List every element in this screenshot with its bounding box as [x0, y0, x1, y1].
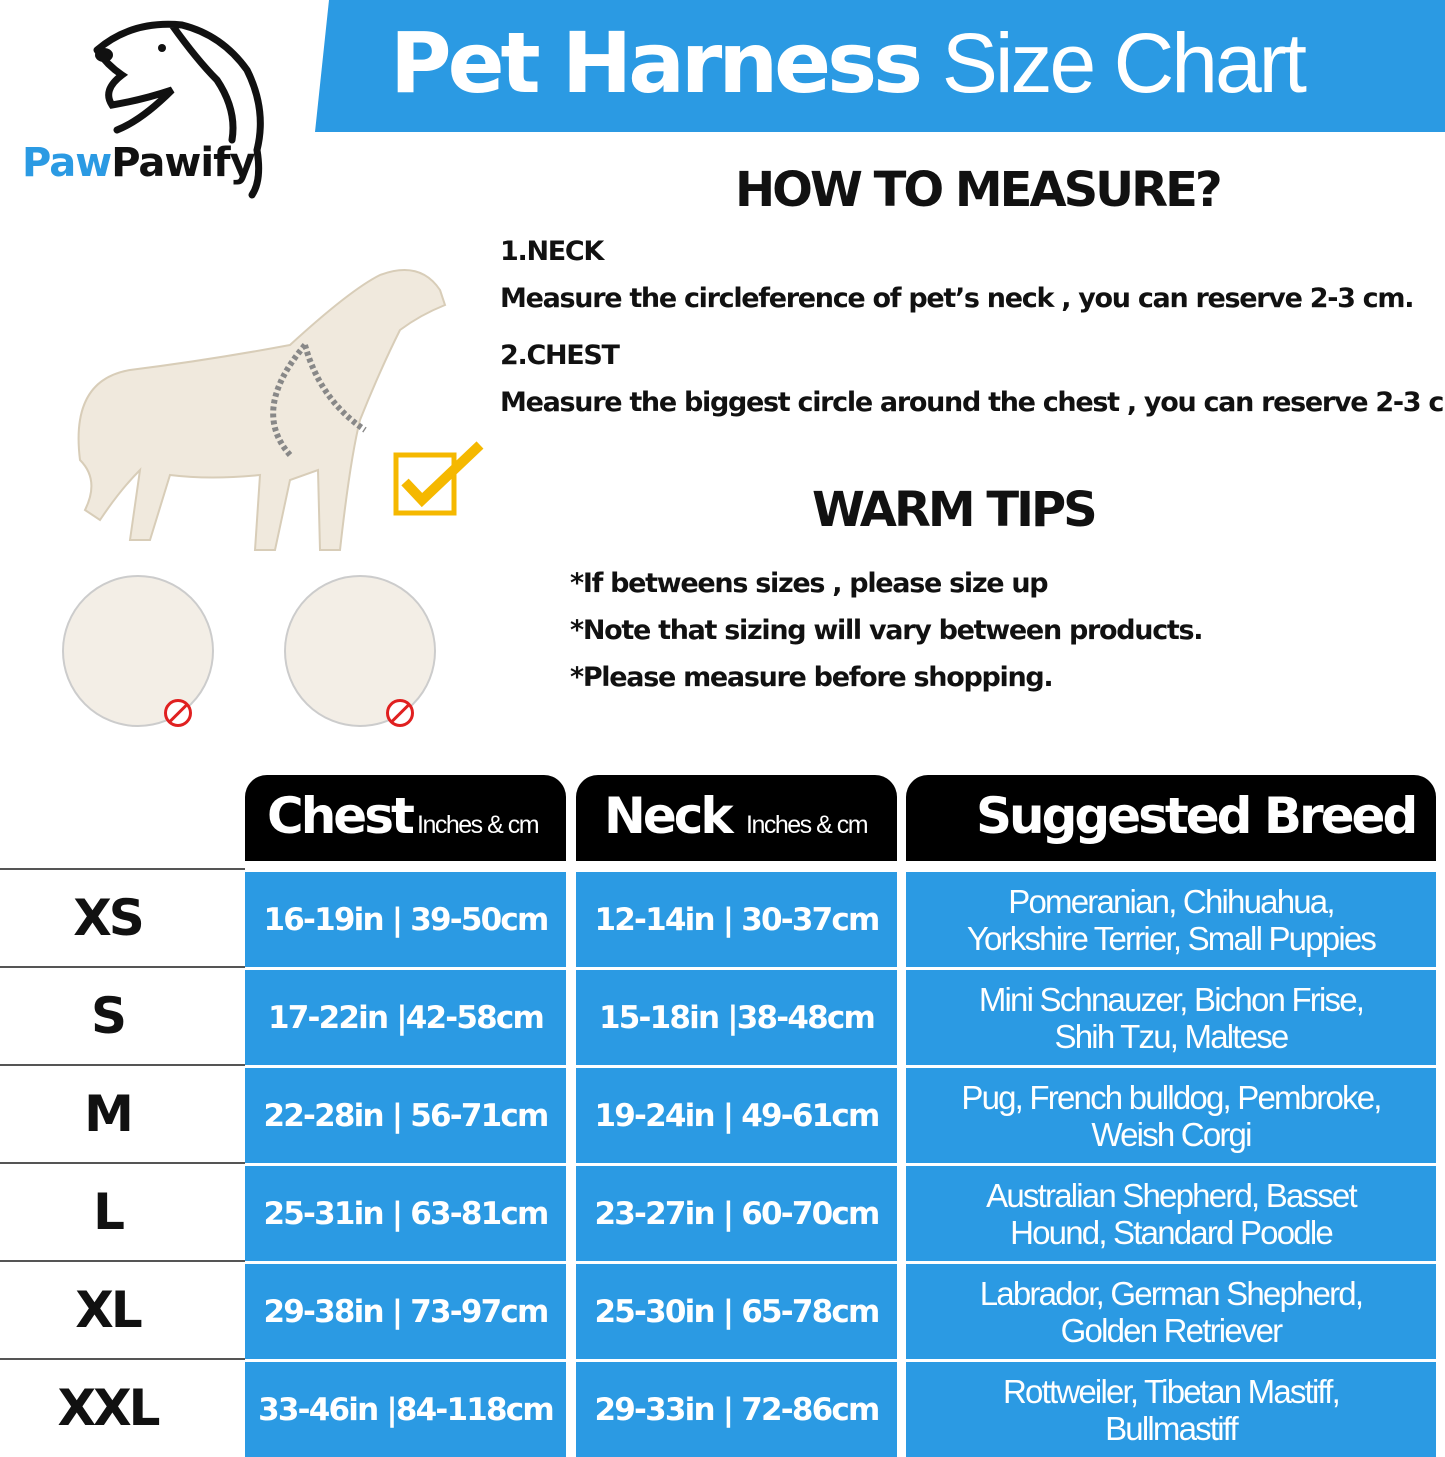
neck-cell: 15-18in |38-48cm	[576, 970, 897, 1065]
no-icon	[164, 699, 192, 727]
neck-cell: 19-24in | 49-61cm	[576, 1068, 897, 1163]
brand-logo: PawPawify	[22, 140, 256, 186]
dog-head-logo-icon	[93, 20, 264, 199]
chest-cell: 33-46in |84-118cm	[245, 1362, 566, 1457]
neck-cell: 12-14in | 30-37cm	[576, 872, 897, 967]
tip: *If betweens sizes , please size up	[570, 568, 1049, 599]
how-to-measure-heading: HOW TO MEASURE?	[735, 162, 1223, 218]
title-bold: Pet Harness	[390, 14, 923, 112]
warm-tips-heading: WARM TIPS	[812, 482, 1098, 538]
breed-cell: Rottweiler, Tibetan Mastiff, Bullmastiff	[906, 1362, 1436, 1457]
neck-cell: 25-30in | 65-78cm	[576, 1264, 897, 1359]
row-divider	[0, 868, 245, 870]
chest-text: Measure the biggest circle around the ch…	[500, 387, 1445, 418]
size-label: M	[84, 1085, 134, 1143]
size-label: L	[93, 1183, 125, 1241]
breed-cell: Pug, French bulldog, Pembroke, Weish Corg…	[906, 1068, 1436, 1163]
chest-cell: 17-22in |42-58cm	[245, 970, 566, 1065]
breed-cell: Australian Shepherd, Basset Hound, Standa…	[906, 1166, 1436, 1261]
chest-cell: 22-28in | 56-71cm	[245, 1068, 566, 1163]
title-light: Size Chart	[941, 16, 1307, 110]
tip: *Please measure before shopping.	[570, 662, 1054, 693]
size-label: S	[90, 987, 127, 1045]
size-label: XXL	[57, 1379, 161, 1437]
row-divider	[0, 1260, 245, 1262]
row-divider	[0, 1358, 245, 1360]
chest-cell: 25-31in | 63-81cm	[245, 1166, 566, 1261]
page-title: Pet Harness Size Chart	[390, 14, 1307, 112]
breed-cell: Labrador, German Shepherd, Golden Retriev…	[906, 1264, 1436, 1359]
row-divider	[0, 1162, 245, 1164]
chest-cell: 29-38in | 73-97cm	[245, 1264, 566, 1359]
neck-cell: 29-33in | 72-86cm	[576, 1362, 897, 1457]
chest-header: Chest Inches & cm	[245, 775, 566, 861]
chest-label: 2.CHEST	[500, 340, 620, 371]
chest-cell: 16-19in | 39-50cm	[245, 872, 566, 967]
row-divider	[0, 966, 245, 968]
tip: *Note that sizing will vary between prod…	[570, 615, 1204, 646]
breed-header: Suggested Breed	[906, 775, 1436, 861]
size-label: XS	[73, 889, 145, 947]
breed-cell: Mini Schnauzer, Bichon Frise, Shih Tzu, M…	[906, 970, 1436, 1065]
title-banner	[315, 0, 1445, 132]
neck-header: Neck Inches & cm	[576, 775, 897, 861]
breed-cell: Pomeranian, Chihuahua, Yorkshire Terrier,…	[906, 872, 1436, 967]
size-label: XL	[75, 1281, 142, 1339]
dog-measure-illustration	[77, 269, 484, 551]
neck-label: 1.NECK	[500, 236, 604, 267]
no-icon	[386, 699, 414, 727]
row-divider	[0, 1064, 245, 1066]
neck-text: Measure the circleference of pet’s neck …	[500, 283, 1414, 314]
neck-cell: 23-27in | 60-70cm	[576, 1166, 897, 1261]
wrong-fit-chest-photo	[284, 575, 436, 727]
wrong-fit-neck-photo	[62, 575, 214, 727]
